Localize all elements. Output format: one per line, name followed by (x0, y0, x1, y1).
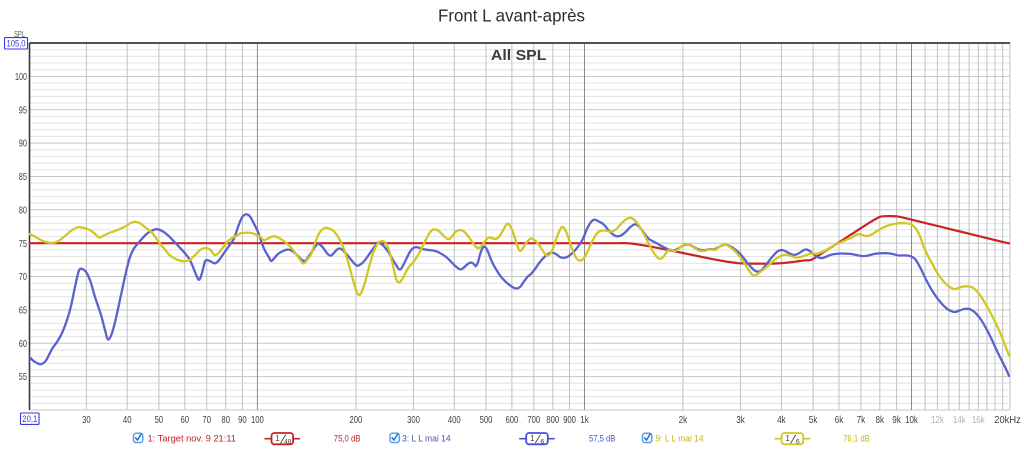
svg-text:500: 500 (480, 415, 493, 426)
svg-text:800: 800 (546, 415, 559, 426)
svg-text:SPL: SPL (14, 30, 25, 39)
svg-text:Front L avant-après: Front L avant-après (438, 5, 585, 25)
svg-text:9k: 9k (892, 415, 901, 426)
svg-text:1k: 1k (580, 415, 589, 426)
svg-text:60: 60 (19, 339, 27, 350)
svg-text:20,1: 20,1 (22, 414, 37, 425)
svg-text:75: 75 (19, 239, 27, 250)
svg-text:400: 400 (448, 415, 461, 426)
svg-text:70: 70 (202, 415, 211, 426)
svg-text:48: 48 (284, 439, 291, 446)
svg-text:600: 600 (506, 415, 519, 426)
svg-text:6: 6 (540, 439, 544, 446)
svg-text:60: 60 (181, 415, 190, 426)
svg-text:12k: 12k (931, 415, 945, 426)
svg-text:100: 100 (15, 72, 27, 83)
svg-text:85: 85 (19, 172, 27, 183)
svg-text:1: 1 (786, 434, 790, 443)
svg-text:5k: 5k (809, 415, 818, 426)
svg-text:7k: 7k (857, 415, 866, 426)
svg-text:700: 700 (527, 415, 540, 426)
svg-text:1: Target nov. 9 21:11: 1: Target nov. 9 21:11 (148, 434, 237, 445)
svg-text:55: 55 (19, 372, 27, 383)
svg-text:300: 300 (407, 415, 420, 426)
svg-text:90: 90 (19, 139, 27, 150)
svg-text:105,0: 105,0 (7, 39, 26, 50)
svg-text:75,0 dB: 75,0 dB (334, 434, 361, 445)
svg-text:4k: 4k (777, 415, 786, 426)
svg-text:10k: 10k (905, 415, 918, 426)
svg-text:70: 70 (19, 272, 27, 283)
svg-text:95: 95 (19, 105, 27, 116)
svg-text:3k: 3k (736, 415, 745, 426)
svg-text:80: 80 (19, 205, 27, 216)
svg-text:200: 200 (350, 415, 363, 426)
svg-text:90: 90 (238, 415, 247, 426)
svg-text:900: 900 (563, 415, 576, 426)
svg-text:3: L L mai 14: 3: L L mai 14 (402, 434, 451, 445)
svg-text:80: 80 (221, 415, 230, 426)
svg-text:16k: 16k (972, 415, 986, 426)
svg-text:6k: 6k (835, 415, 844, 426)
svg-text:1: 1 (530, 434, 534, 443)
svg-text:1: 1 (275, 434, 279, 443)
svg-text:9: L L mai 14: 9: L L mai 14 (656, 434, 704, 445)
svg-text:50: 50 (155, 415, 164, 426)
svg-text:40: 40 (123, 415, 132, 426)
svg-text:76,1 dB: 76,1 dB (843, 434, 870, 445)
svg-text:20kHz: 20kHz (994, 415, 1021, 426)
svg-text:30: 30 (82, 415, 91, 426)
svg-text:All SPL: All SPL (491, 48, 547, 64)
svg-text:65: 65 (19, 306, 27, 317)
svg-text:14k: 14k (953, 415, 967, 426)
svg-text:8k: 8k (876, 415, 885, 426)
svg-text:6: 6 (796, 439, 800, 446)
svg-text:2k: 2k (679, 415, 688, 426)
svg-text:100: 100 (251, 415, 264, 426)
svg-text:57,5 dB: 57,5 dB (589, 434, 615, 445)
